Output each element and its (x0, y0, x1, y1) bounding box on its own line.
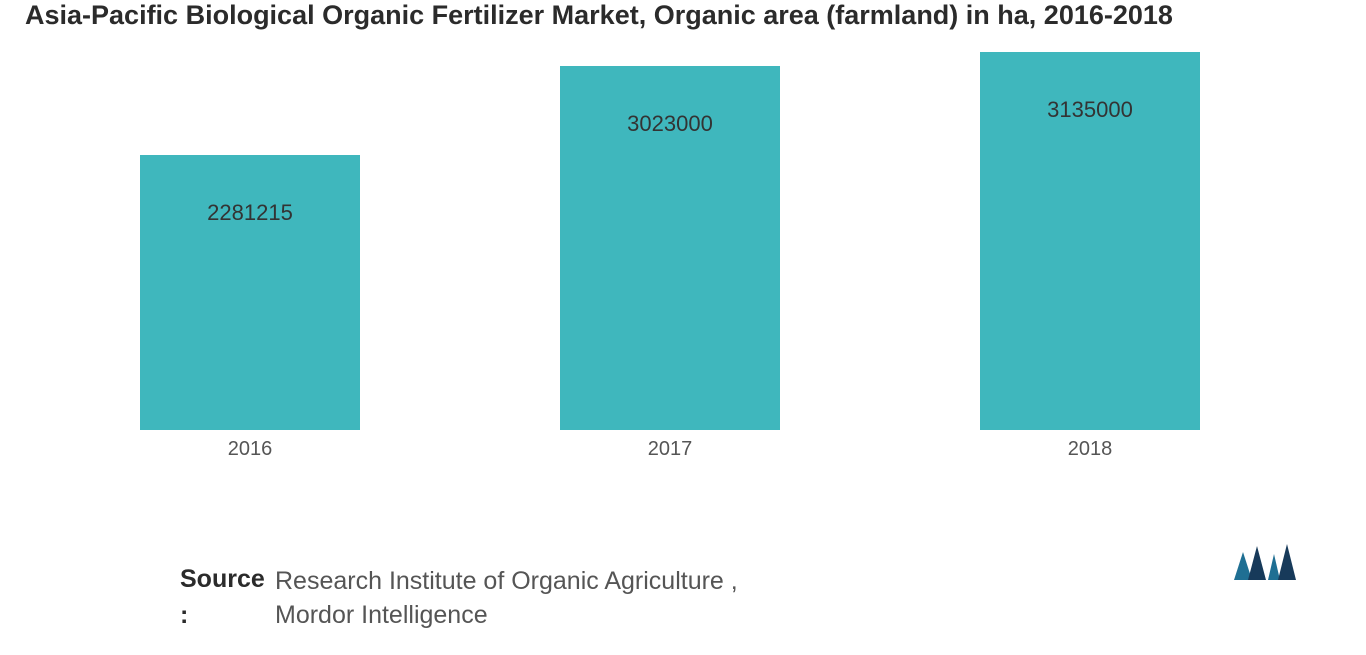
source-label: Source (180, 565, 265, 594)
x-axis-label: 2016 (140, 438, 360, 461)
bar: 2281215 (140, 155, 360, 430)
bar-slot: 3135000 (980, 52, 1200, 430)
bar-value-label: 3135000 (1047, 97, 1133, 123)
bar-slot: 2281215 (140, 155, 360, 430)
x-axis-label: 2018 (980, 438, 1200, 461)
x-axis-labels: 2016 2017 2018 (140, 438, 1200, 461)
source-row: Source : Research Institute of Organic A… (180, 565, 1180, 645)
source-colon: : (180, 601, 188, 630)
mordor-logo-icon (1234, 544, 1296, 580)
mordor-logo (1234, 544, 1296, 585)
x-axis-label: 2017 (560, 438, 780, 461)
chart-title: Asia-Pacific Biological Organic Fertiliz… (25, 0, 1173, 31)
bars-row: 2281215 3023000 3135000 (140, 50, 1200, 430)
chart-plot-area: 2281215 3023000 3135000 2016 2017 2018 (140, 50, 1200, 480)
bar: 3135000 (980, 52, 1200, 430)
bar-value-label: 2281215 (207, 200, 293, 226)
bar-slot: 3023000 (560, 66, 780, 430)
bar: 3023000 (560, 66, 780, 430)
chart-container: Asia-Pacific Biological Organic Fertiliz… (0, 0, 1366, 655)
source-text: Research Institute of Organic Agricultur… (275, 565, 795, 633)
bar-value-label: 3023000 (627, 111, 713, 137)
